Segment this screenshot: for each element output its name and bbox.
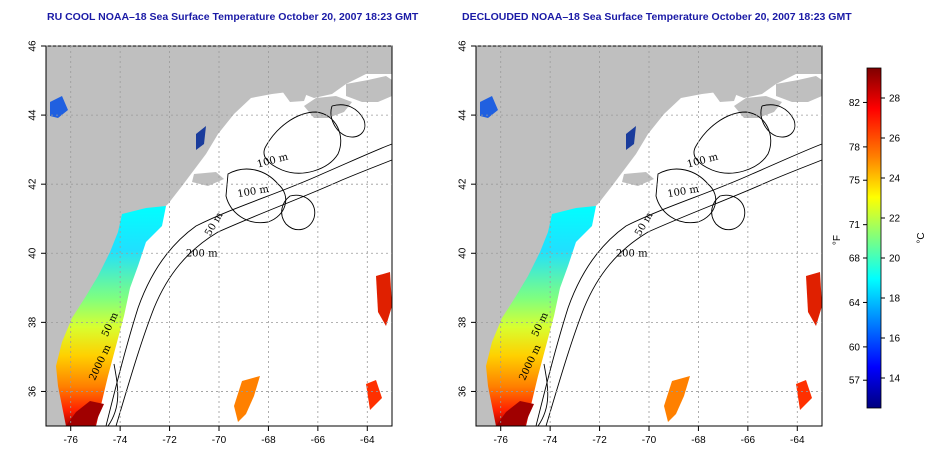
lon-tick-label: -72: [162, 435, 177, 446]
lon-tick-label: -66: [741, 435, 756, 446]
lat-tick-label: 38: [28, 316, 39, 328]
lat-tick-label: 40: [458, 247, 469, 259]
fahrenheit-tick-label: 82: [849, 98, 861, 109]
lat-tick-label: 42: [28, 178, 39, 190]
lat-tick-label: 36: [458, 385, 469, 397]
lon-tick-label: -70: [642, 435, 657, 446]
lon-tick-label: -64: [790, 435, 805, 446]
lat-tick-label: 46: [458, 40, 469, 52]
fahrenheit-tick-label: 64: [849, 298, 861, 309]
depth-contour-label: 200 m: [186, 249, 218, 260]
fahrenheit-tick-label: 71: [849, 220, 861, 231]
celsius-tick-label: 14: [889, 374, 901, 385]
lon-tick-label: -66: [311, 435, 326, 446]
celsius-tick-label: 24: [889, 174, 901, 185]
lat-tick-label: 42: [458, 178, 469, 190]
lat-tick-label: 38: [458, 316, 469, 328]
celsius-tick-label: 16: [889, 334, 901, 345]
lon-tick-label: -76: [493, 435, 508, 446]
lon-tick-label: -76: [63, 435, 78, 446]
fahrenheit-tick-label: 60: [849, 342, 861, 353]
lon-tick-label: -68: [261, 435, 276, 446]
lon-tick-label: -72: [592, 435, 607, 446]
fahrenheit-tick-label: 75: [849, 176, 861, 187]
lat-tick-label: 40: [28, 247, 39, 259]
fahrenheit-tick-label: 68: [849, 254, 861, 265]
lat-tick-label: 46: [28, 40, 39, 52]
fahrenheit-axis-label: °F: [832, 235, 843, 245]
left-panel-title: RU COOL NOAA–18 Sea Surface Temperature …: [47, 11, 419, 23]
lon-tick-label: -74: [113, 435, 128, 446]
lon-tick-label: -68: [691, 435, 706, 446]
right-panel-title: DECLOUDED NOAA–18 Sea Surface Temperatur…: [462, 11, 852, 23]
celsius-tick-label: 20: [889, 254, 901, 265]
fahrenheit-tick-label: 57: [849, 376, 861, 387]
lat-tick-label: 36: [28, 385, 39, 397]
celsius-tick-label: 18: [889, 294, 901, 305]
lat-tick-label: 44: [28, 109, 39, 121]
celsius-tick-label: 22: [889, 214, 901, 225]
celsius-tick-label: 26: [889, 134, 901, 145]
lon-tick-label: -64: [360, 435, 375, 446]
fahrenheit-tick-label: 78: [849, 142, 861, 153]
lon-tick-label: -70: [212, 435, 227, 446]
temperature-colorbar: 14 16 18 20 22 24 26 28 57 60 64 68 71 75 78 82 °F °C: [832, 67, 927, 409]
celsius-axis-label: °C: [916, 232, 927, 243]
lon-tick-label: -74: [543, 435, 558, 446]
lat-tick-label: 44: [458, 109, 469, 121]
celsius-tick-label: 28: [889, 94, 901, 105]
depth-contour-label: 200 m: [616, 249, 648, 260]
